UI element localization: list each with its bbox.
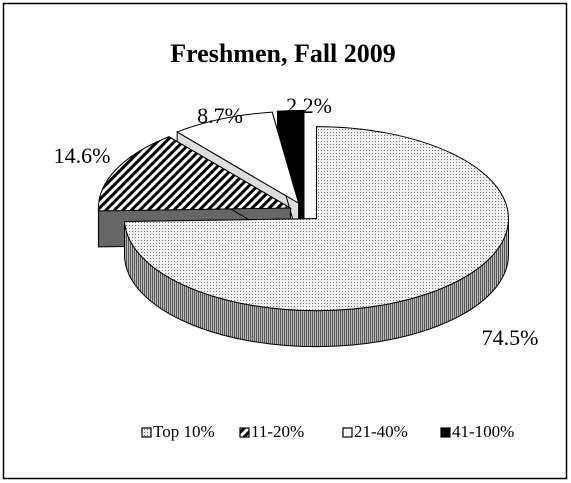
legend-label: Top 10% [153, 422, 215, 441]
slice-top [276, 109, 305, 203]
data-label: 14.6% [54, 143, 111, 168]
legend-swatch [141, 427, 152, 438]
chart-title: Freshmen, Fall 2009 [170, 39, 396, 68]
legend-swatch [342, 427, 353, 438]
legend-label: 41-100% [452, 422, 514, 441]
data-label: 8.7% [197, 103, 243, 128]
legend-label: 21-40% [354, 422, 408, 441]
legend-swatch [239, 427, 250, 438]
legend-label: 11-20% [251, 422, 304, 441]
slice-top [124, 126, 509, 312]
slice-top [176, 111, 300, 205]
legend-swatch [440, 427, 451, 438]
pie-slice [124, 126, 509, 348]
slice-top [98, 136, 293, 212]
data-label: 2.2% [286, 93, 332, 118]
data-label: 74.5% [482, 325, 539, 350]
